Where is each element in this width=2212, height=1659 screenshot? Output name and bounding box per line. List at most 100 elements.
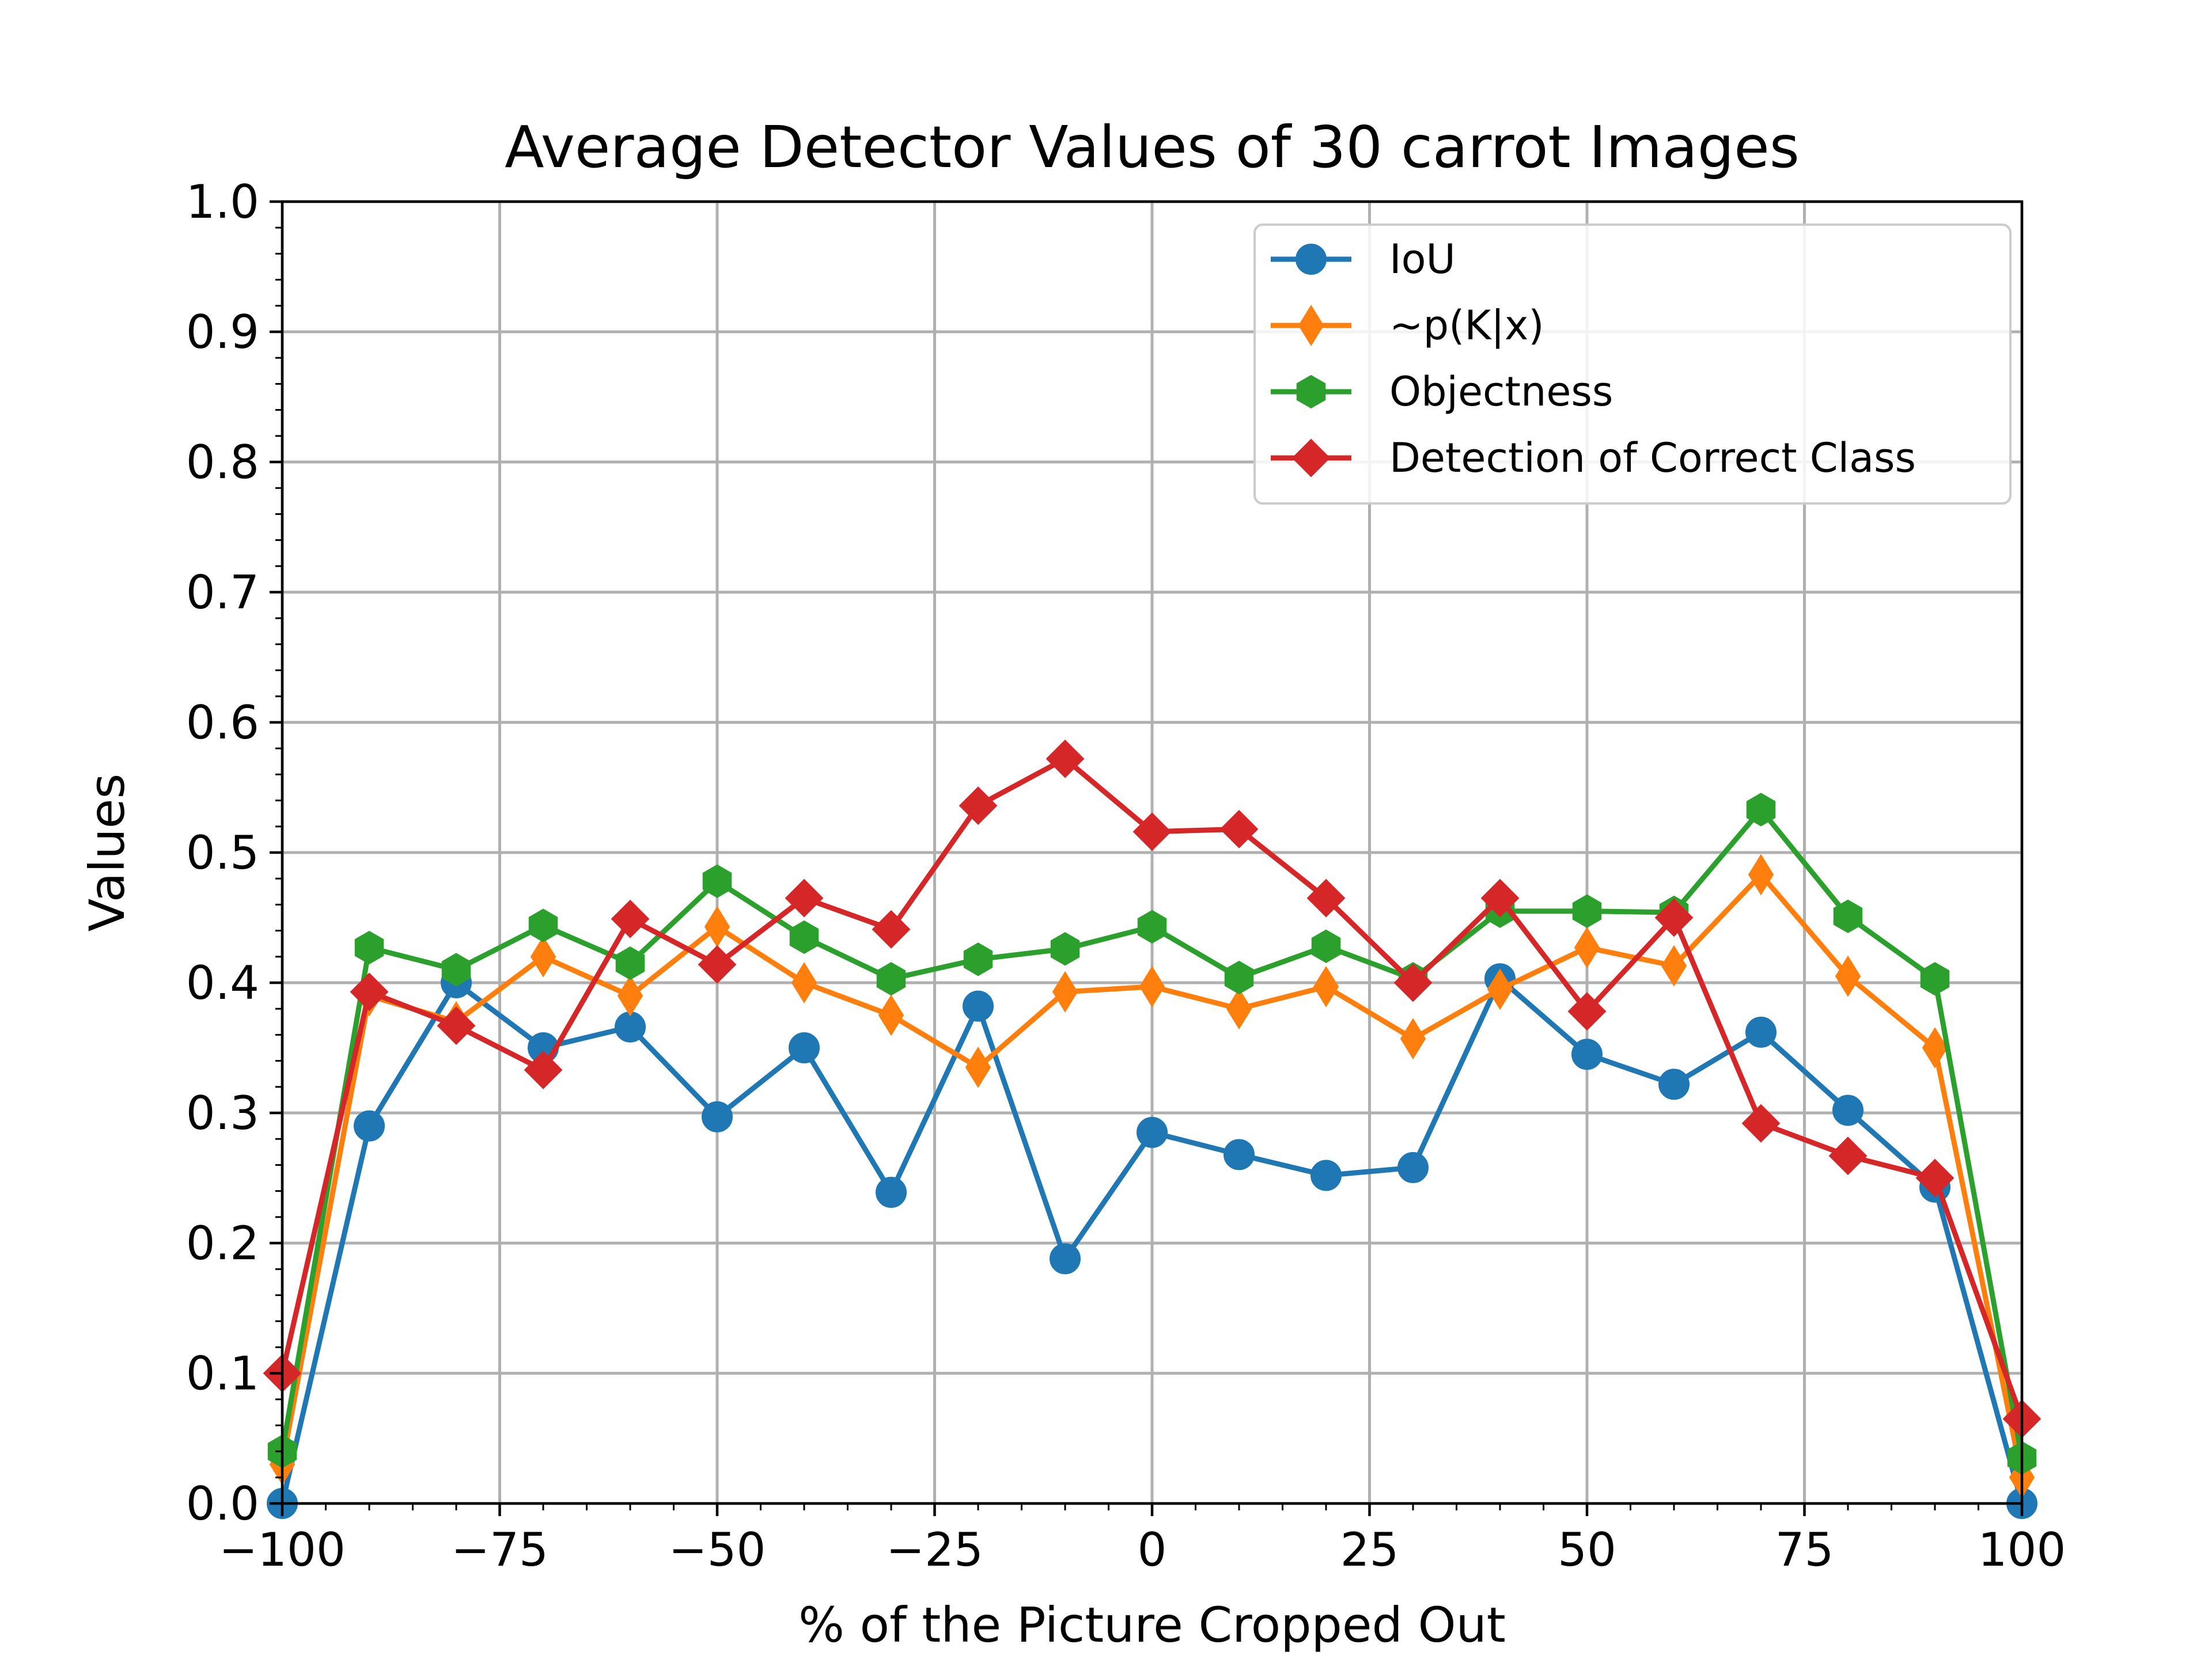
p-k-x-point — [1139, 965, 1165, 1007]
legend-item-objectness: Objectness — [1271, 368, 1613, 415]
detection-of-correct-class-point — [872, 910, 911, 949]
legend-label: Objectness — [1389, 368, 1613, 415]
y-tick-label: 0.0 — [186, 1477, 259, 1531]
detection-of-correct-class-point — [1219, 809, 1259, 849]
iou-point — [615, 1011, 646, 1043]
detection-of-correct-class-point — [959, 786, 998, 825]
detection-of-correct-class-point — [785, 878, 824, 918]
p-k-x-point — [1400, 1018, 1426, 1060]
objectness-point — [1224, 960, 1254, 995]
p-k-x-point — [617, 975, 643, 1017]
x-tick-label: −50 — [669, 1523, 766, 1577]
detection-of-correct-class-point — [1654, 898, 1694, 937]
detection-of-correct-class-point — [437, 1006, 476, 1045]
series-detection-of-correct-class — [263, 739, 2041, 1438]
iou-point — [702, 1101, 733, 1132]
detection-of-correct-class-point — [611, 899, 650, 938]
x-tick-label: 50 — [1558, 1523, 1616, 1577]
iou-point — [1137, 1116, 1168, 1148]
x-tick-label: −25 — [886, 1523, 983, 1577]
p-k-x-point — [1922, 1027, 1948, 1069]
p-k-x-point — [791, 962, 817, 1003]
x-tick-label: 75 — [1775, 1523, 1834, 1577]
iou-point — [789, 1032, 820, 1063]
legend-swatch-marker — [1296, 244, 1327, 275]
objectness-point — [615, 946, 645, 980]
p-k-x-point — [1661, 945, 1687, 987]
y-tick-label: 0.9 — [186, 305, 259, 359]
detection-of-correct-class-point — [1741, 1104, 1781, 1143]
legend-item-p-k-x: ~p(K|x) — [1271, 302, 1544, 349]
y-tick-label: 0.3 — [186, 1086, 259, 1140]
chart-title: Average Detector Values of 30 carrot Ima… — [505, 113, 1800, 181]
legend-swatch-marker — [1291, 438, 1331, 478]
objectness-point — [1746, 793, 1776, 827]
y-tick-label: 0.6 — [186, 696, 259, 749]
legend-swatch-marker — [1298, 305, 1324, 346]
objectness-point — [702, 864, 732, 898]
y-tick-label: 0.1 — [186, 1347, 259, 1400]
series-objectness — [267, 793, 2037, 1475]
objectness-point — [789, 920, 819, 955]
objectness-point — [1311, 929, 1341, 963]
x-tick-label: 25 — [1340, 1523, 1399, 1577]
objectness-point — [876, 962, 906, 996]
p-k-x-point — [1835, 955, 1861, 997]
iou-point — [1397, 1152, 1429, 1183]
p-k-x-point — [965, 1046, 991, 1088]
y-tick-label: 1.0 — [186, 175, 259, 229]
p-k-x-point — [1226, 988, 1252, 1030]
iou-point — [1571, 1039, 1603, 1070]
legend-swatch-marker — [1296, 374, 1326, 409]
iou-point — [1658, 1069, 1690, 1100]
y-axis-label: Values — [79, 774, 135, 931]
p-k-x-point — [1487, 968, 1513, 1010]
legend-label: IoU — [1389, 236, 1456, 283]
x-tick-label: 0 — [1138, 1523, 1167, 1577]
x-tick-label: 100 — [1978, 1523, 2066, 1577]
iou-point — [1745, 1016, 1777, 1048]
p-k-x-point — [1052, 971, 1078, 1013]
detection-of-correct-class-point — [1915, 1158, 1955, 1198]
legend-label: Detection of Correct Class — [1389, 434, 1916, 482]
axis-ticks: −100 −75 −50 −25 0 25 50 75 100 0.0 0.1 0.2 0.3 0.4 0.… — [186, 175, 2066, 1577]
y-tick-label: 0.7 — [186, 566, 259, 619]
legend-label: ~p(K|x) — [1389, 302, 1544, 349]
detection-of-correct-class-point — [1480, 878, 1520, 918]
objectness-point — [1920, 962, 1950, 996]
y-tick-label: 0.5 — [186, 826, 259, 880]
objectness-point — [1050, 932, 1080, 966]
objectness-point — [1833, 899, 1863, 933]
objectness-point — [963, 942, 993, 976]
p-k-x-point — [530, 935, 556, 978]
y-tick-label: 0.2 — [186, 1217, 259, 1270]
p-k-x-point — [878, 994, 904, 1036]
detection-of-correct-class-point — [698, 945, 737, 984]
detection-of-correct-class-point — [1828, 1137, 1868, 1175]
detection-of-correct-class-point — [1132, 812, 1172, 851]
series-layer — [263, 739, 2041, 1519]
legend: IoU ~p(K|x) Objectness Detection of Correct… — [1253, 224, 2012, 505]
detection-of-correct-class-point — [350, 972, 389, 1012]
y-tick-label: 0.4 — [186, 956, 259, 1010]
objectness-point — [354, 930, 384, 965]
p-k-x-point — [1574, 927, 1600, 968]
x-tick-label: −100 — [219, 1523, 346, 1577]
iou-point — [876, 1176, 907, 1208]
x-tick-label: −75 — [451, 1523, 548, 1577]
y-tick-label: 0.8 — [186, 435, 259, 489]
iou-point — [963, 990, 994, 1022]
iou-point — [1310, 1160, 1342, 1191]
detection-of-correct-class-point — [1306, 878, 1346, 918]
iou-point — [1050, 1243, 1081, 1275]
detection-of-correct-class-point — [524, 1051, 563, 1089]
objectness-point — [1572, 894, 1602, 928]
iou-point — [1224, 1139, 1255, 1171]
objectness-point — [1137, 910, 1167, 944]
detection-of-correct-class-point — [1567, 992, 1607, 1031]
legend-item-iou: IoU — [1271, 236, 1456, 283]
p-k-x-point — [1748, 854, 1774, 896]
objectness-point — [528, 908, 558, 942]
